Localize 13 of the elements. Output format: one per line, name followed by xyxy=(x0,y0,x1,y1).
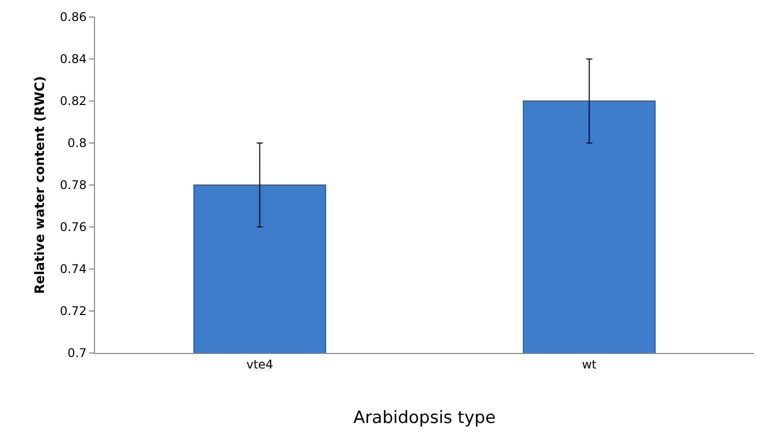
y-tick-label: 0.76 xyxy=(60,220,87,234)
y-tick-label: 0.8 xyxy=(68,136,87,150)
x-axis-title: Arabidopsis type xyxy=(353,408,496,428)
y-tick-label: 0.72 xyxy=(60,304,87,318)
y-axis-title: Relative water content (RWC) xyxy=(32,76,48,294)
y-tick-label: 0.74 xyxy=(60,262,87,276)
y-tick-label: 0.78 xyxy=(60,178,87,192)
y-tick-label: 0.84 xyxy=(60,52,87,66)
y-tick-label: 0.86 xyxy=(60,10,87,24)
y-tick-label: 0.82 xyxy=(60,94,87,108)
x-tick-label: wt xyxy=(582,357,597,372)
y-tick-label: 0.7 xyxy=(68,346,87,360)
x-tick-label: vte4 xyxy=(246,357,274,372)
